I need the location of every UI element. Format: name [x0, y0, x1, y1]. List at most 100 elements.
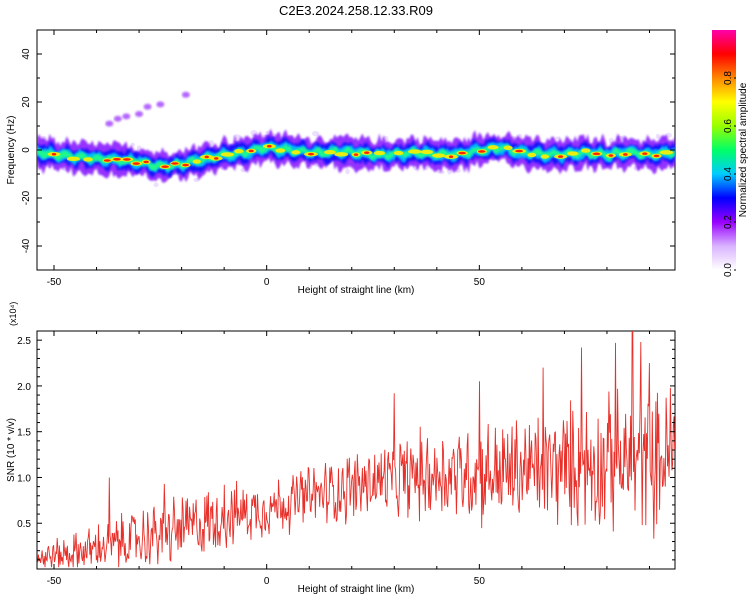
spectral-peak-outer: [393, 150, 404, 156]
spectral-peak-core: [103, 159, 111, 162]
spectrogram-y-label: Frequency (Hz): [6, 116, 17, 185]
spectral-peak-outer: [234, 149, 244, 154]
spectral-peak-core: [113, 158, 121, 161]
spectral-peak-outer: [527, 152, 537, 158]
y-tick-label: 0: [21, 147, 32, 153]
y-tick-label: 40: [21, 48, 32, 60]
spectral-peak-core: [364, 151, 370, 154]
spectral-peak-outer: [275, 148, 286, 153]
spectrogram-y-axis: -40 -20 0 20 40: [21, 29, 675, 271]
spectral-peak-core: [132, 162, 140, 165]
colorbar-tick-label: 0.2: [723, 215, 734, 229]
x-tick-label: 0: [264, 576, 270, 587]
spectral-peak-core: [623, 153, 628, 156]
faint-track-blob: [181, 91, 190, 98]
colorbar-tick-label: 0.4: [723, 167, 734, 181]
spectral-peak-outer: [503, 145, 513, 150]
y-tick-label: -40: [21, 238, 32, 253]
spectral-peak-core: [478, 150, 486, 153]
y-tick-label: 20: [21, 96, 32, 108]
x-tick-label: -50: [47, 277, 62, 288]
faint-track-blob: [135, 111, 144, 117]
spectral-peak-outer: [487, 145, 499, 150]
spectral-peak-core: [267, 144, 272, 148]
spectral-halo-blob: [447, 168, 453, 175]
x-tick-label: 50: [474, 576, 486, 587]
spectral-peak-outer: [373, 150, 385, 156]
colorbar-tick-label: 0.0: [723, 263, 734, 277]
spectral-peak-core: [51, 152, 57, 156]
spectral-halo-blob: [312, 130, 320, 137]
y-tick-label: 2.0: [17, 382, 31, 393]
spectrogram-image: [37, 91, 675, 188]
spectral-peak-outer: [659, 150, 674, 155]
spectral-peak-outer: [566, 151, 579, 156]
spectral-halo-blob: [345, 168, 350, 175]
spectral-peak-outer: [192, 159, 201, 164]
y-tick-label: 0.5: [17, 519, 31, 530]
spectral-halo-blob: [136, 145, 142, 151]
spectral-peak-outer: [540, 154, 550, 159]
colorbar: 0.0 0.2 0.4 0.6 0.8 Normalized spectral ampl…: [712, 30, 749, 277]
x-tick-label: -50: [47, 576, 62, 587]
spectral-peak-outer: [420, 149, 434, 155]
snr-y-label: SNR (10 * v/v): [6, 418, 17, 482]
spectral-peak-core: [214, 157, 219, 160]
spectral-halo-blob: [655, 133, 661, 139]
snr-y-axis: 0.5 1.0 1.5 2.0 2.5: [17, 336, 675, 561]
spectral-peak-outer: [220, 152, 234, 157]
spectral-peak-core: [182, 163, 189, 167]
spectral-peak-core: [448, 155, 454, 158]
x-tick-label: 0: [264, 277, 270, 288]
spectral-peak-core: [608, 154, 614, 157]
spectrogram-panel: -50 0 50 -40 -20 0 20 40 Height of straight li…: [6, 29, 676, 296]
colorbar-gradient: [712, 30, 736, 270]
spectral-peak-core: [307, 152, 315, 156]
faint-track-blob: [143, 103, 152, 110]
colorbar-label: Normalized spectral amplitude: [738, 82, 749, 217]
spectral-peak-core: [515, 149, 523, 153]
spectral-peak-outer: [291, 150, 301, 155]
spectral-peak-outer: [83, 157, 93, 162]
faint-track-blob: [122, 113, 131, 120]
figure-title: C2E3.2024.258.12.33.R09: [279, 3, 433, 18]
spectral-peak-outer: [408, 149, 422, 154]
spectrogram-x-label: Height of straight line (km): [298, 285, 415, 296]
spectral-halo-blob: [153, 182, 159, 188]
spectral-peak-outer: [66, 156, 80, 162]
faint-track-blob: [105, 120, 114, 127]
y-tick-label: 2.5: [17, 336, 31, 347]
spectral-peak-core: [458, 151, 466, 155]
snr-x-axis: -50 0 50: [47, 331, 650, 587]
spectral-halo-blob: [555, 136, 561, 140]
colorbar-tick-label: 0.6: [723, 119, 734, 133]
spectral-peak-core: [171, 162, 179, 165]
spectral-peak-core: [558, 155, 564, 158]
spectral-peak-core: [353, 153, 359, 156]
y-tick-label: 1.0: [17, 473, 31, 484]
spectral-halo-blob: [193, 177, 200, 183]
spectral-halo-blob: [608, 137, 614, 144]
spectral-peak-outer: [432, 153, 446, 158]
spectral-peak-core: [143, 160, 149, 164]
colorbar-tick-label: 0.8: [723, 71, 734, 85]
spectral-peak-core: [248, 149, 254, 153]
snr-x-label: Height of straight line (km): [298, 584, 415, 595]
spectral-peak-outer: [334, 152, 349, 157]
spectral-halo-blob: [208, 139, 215, 146]
snr-series-line: [37, 331, 675, 568]
colorbar-ticks: 0.0 0.2 0.4 0.6 0.8: [723, 71, 736, 277]
spectral-peak-core: [204, 155, 209, 159]
faint-track-blob: [113, 115, 122, 122]
spectral-peak-core: [123, 158, 131, 161]
spectral-peak-core: [642, 152, 648, 155]
spectral-peak-core: [161, 165, 169, 169]
spectral-halo-blob: [130, 142, 135, 147]
y-tick-label: 1.5: [17, 428, 31, 439]
snr-panel: -50 0 50 0.5 1.0 1.5 2.0 2.5 Height of straigh…: [6, 302, 676, 595]
spectral-peak-core: [592, 152, 601, 156]
y-tick-label: -20: [21, 190, 32, 205]
faint-track-blob: [156, 101, 165, 108]
spectral-peak-core: [653, 154, 660, 158]
